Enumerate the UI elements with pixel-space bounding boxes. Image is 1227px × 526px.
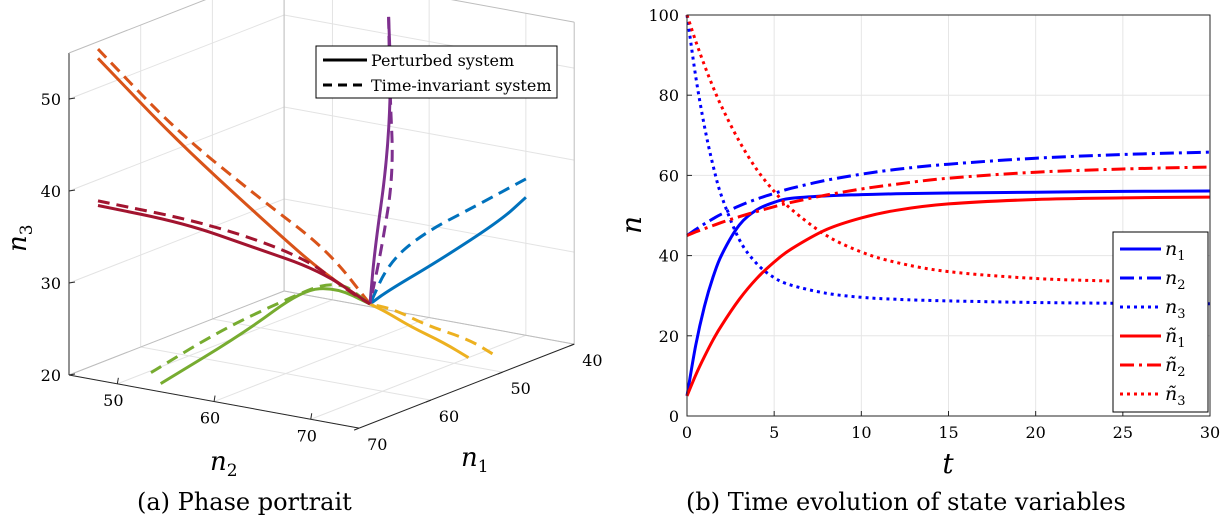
time-evolution-panel: 0 5 10 15 20 25 30 0 20 40 60 80 100 n t n1 n2 n3 ñ1 ñ2 ñ…	[615, 6, 1220, 516]
trajectory-invariant-4	[150, 283, 371, 374]
y-tick-label: 50	[103, 391, 123, 410]
series-line-5	[685, 14, 1211, 285]
series-line-0	[685, 189, 1211, 397]
trajectory-perturbed-4	[159, 287, 371, 385]
trajectory-perturbed-2	[369, 302, 470, 359]
y-tick-label: 60	[200, 409, 220, 428]
z-tick-label: 50	[41, 90, 61, 109]
phase-portrait-xlabel: n1	[461, 443, 489, 477]
wall-gridline-n3	[68, 198, 285, 284]
time-evolution-ylabel: n	[615, 216, 648, 234]
x-tick-label: 60	[439, 407, 459, 426]
trajectory-perturbed-3	[368, 16, 392, 305]
phase-portrait-caption: (a) Phase portrait	[137, 488, 352, 516]
x-tick-label: 15	[938, 423, 958, 442]
legend-entry-1: n2	[1165, 267, 1186, 293]
phase-portrait-ylabel: n2	[210, 447, 238, 481]
legend-entry-5: ñ3	[1165, 383, 1186, 409]
series-line-2	[685, 14, 1211, 306]
legend-entry-4: ñ2	[1165, 354, 1186, 380]
time-evolution-series	[685, 14, 1211, 397]
y-tick-label: 20	[659, 327, 679, 346]
wall-gridline-n3	[68, 106, 285, 192]
y-tick-label: 60	[659, 166, 679, 185]
floor-gridline-n2	[310, 334, 527, 420]
time-evolution-legend: n1 n2 n3 ñ1 ñ2 ñ3	[1112, 231, 1209, 413]
phase-portrait-ylabel-sub: 2	[227, 461, 238, 481]
legend-entry-3: ñ1	[1165, 325, 1186, 351]
trajectory-perturbed-5	[97, 204, 371, 306]
trajectory-invariant-2	[369, 302, 494, 356]
legend-entry-2: n3	[1165, 296, 1186, 322]
z-tick-label: 20	[41, 366, 61, 385]
x-tick-label: 20	[1025, 423, 1045, 442]
z-tick	[68, 281, 76, 284]
time-evolution-xlabel: t	[942, 447, 954, 480]
axes-box-edge	[68, 0, 207, 54]
x-tick-label: 50	[511, 379, 531, 398]
series-line-1	[686, 150, 1211, 237]
floor-gridline-n2	[213, 317, 430, 403]
axes-box-edge	[450, 0, 575, 23]
phase-portrait-series	[96, 16, 527, 385]
z-tick	[68, 189, 76, 192]
y-tick	[116, 377, 119, 384]
y-tick	[213, 395, 216, 402]
z-tick-label: 40	[41, 182, 61, 201]
time-evolution-ticks: 0 5 10 15 20 25 30 0 20 40 60 80 100	[648, 6, 1220, 442]
x-tick	[497, 371, 503, 375]
y-tick-label: 0	[669, 407, 679, 426]
legend-entry-invariant: Time-invariant system	[371, 76, 552, 95]
legend-box	[315, 45, 558, 99]
y-tick-label: 70	[297, 426, 317, 445]
y-tick-label: 100	[648, 6, 679, 25]
legend-box	[1112, 231, 1209, 413]
y-tick-label: 40	[659, 247, 679, 266]
wall-gridline-n3	[68, 14, 285, 100]
phase-portrait-panel: 20 30 40 50 50 60 70 40 50 60 70 n3 n2 n1 Perturbe…	[3, 0, 603, 516]
series-line-3	[685, 195, 1211, 397]
x-tick-label: 25	[1113, 423, 1133, 442]
z-tick-label: 30	[41, 274, 61, 293]
x-tick-label: 30	[1200, 423, 1220, 442]
x-tick-label: 5	[769, 423, 779, 442]
phase-portrait-xlabel-sub: 1	[478, 457, 489, 477]
phase-portrait-zlabel: n3	[3, 224, 37, 252]
phase-portrait-ticks: 20 30 40 50 50 60 70 40 50 60 70	[41, 90, 603, 454]
phase-portrait-legend: Perturbed system Time-invariant system	[315, 45, 558, 99]
phase-portrait-zlabel-sub: 3	[17, 224, 37, 235]
axes-box-edge	[68, 290, 285, 376]
wall-gridline-n3	[284, 198, 575, 253]
axes-box-edge	[358, 343, 575, 429]
z-tick	[68, 373, 76, 376]
trajectory-perturbed-0	[369, 196, 527, 306]
z-tick	[68, 97, 76, 100]
x-tick-label: 40	[582, 351, 602, 370]
x-tick-label: 10	[851, 423, 871, 442]
trajectory-invariant-1	[96, 48, 372, 305]
y-tick-label: 80	[659, 86, 679, 105]
x-tick	[425, 399, 431, 403]
y-tick	[310, 413, 313, 420]
wall-gridline-n3	[284, 106, 575, 161]
x-tick-label: 0	[682, 423, 692, 442]
legend-entry-0: n1	[1165, 238, 1186, 264]
x-tick-label: 70	[367, 435, 387, 454]
trajectory-perturbed-1	[96, 57, 371, 306]
x-tick	[353, 427, 360, 431]
axes-box-edge	[284, 290, 575, 345]
floor-gridline-n2	[117, 299, 333, 385]
x-tick	[569, 343, 575, 347]
legend-entry-perturbed: Perturbed system	[371, 51, 514, 70]
time-evolution-caption: (b) Time evolution of state variables	[686, 488, 1126, 516]
trajectory-invariant-0	[368, 177, 527, 305]
